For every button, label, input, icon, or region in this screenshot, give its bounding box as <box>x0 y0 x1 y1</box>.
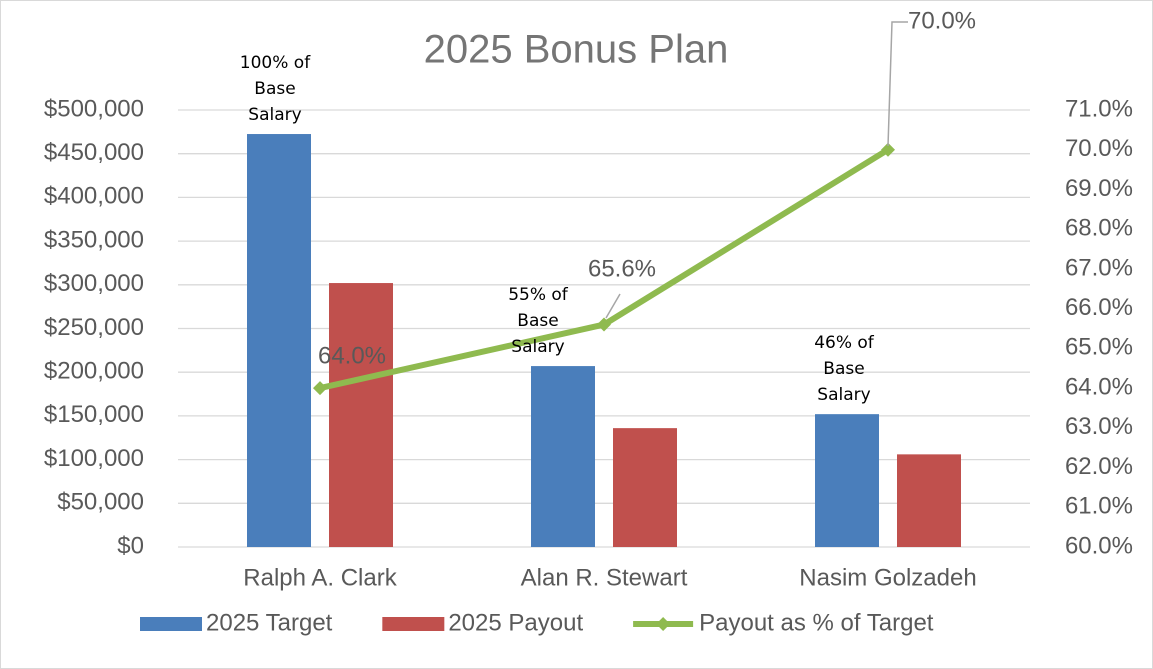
leader-line <box>887 21 908 147</box>
chart-title: 2025 Bonus Plan <box>424 28 729 72</box>
leader-line <box>605 293 621 319</box>
y-tick-label: $250,000 <box>44 314 144 341</box>
y2-tick-label: 65.0% <box>1065 334 1133 361</box>
bar <box>329 283 393 547</box>
y-tick-label: $0 <box>117 532 144 559</box>
y-tick-label: $50,000 <box>57 489 144 516</box>
legend-label: 2025 Target <box>206 609 333 636</box>
y-tick-label: $200,000 <box>44 358 144 385</box>
bar <box>247 134 311 547</box>
y2-tick-label: 70.0% <box>1065 135 1133 162</box>
y-tick-label: $100,000 <box>44 445 144 472</box>
bar <box>531 366 595 547</box>
y2-tick-label: 68.0% <box>1065 215 1133 242</box>
x-tick-label: Nasim Golzadeh <box>799 564 976 591</box>
y2-tick-label: 61.0% <box>1065 493 1133 520</box>
bar <box>897 454 961 547</box>
y2-tick-label: 69.0% <box>1065 175 1133 202</box>
data-label: 70.0% <box>908 7 976 34</box>
annotation: 46% of Base Salary <box>814 333 874 406</box>
y-tick-label: $450,000 <box>44 139 144 166</box>
legend-label: Payout as % of Target <box>699 609 934 636</box>
y2-tick-label: 71.0% <box>1065 95 1133 122</box>
bar <box>613 428 677 547</box>
y2-tick-label: 60.0% <box>1065 532 1133 559</box>
legend-swatch <box>382 617 445 631</box>
y-tick-label: $150,000 <box>44 401 144 428</box>
x-tick-label: Ralph A. Clark <box>243 564 397 591</box>
line-marker <box>881 142 895 157</box>
legend-label: 2025 Payout <box>448 609 583 636</box>
y-tick-label: $350,000 <box>44 226 144 253</box>
y-tick-label: $300,000 <box>44 270 144 297</box>
y-tick-label: $400,000 <box>44 183 144 210</box>
x-tick-label: Alan R. Stewart <box>521 564 688 591</box>
data-label: 65.6% <box>588 255 656 282</box>
legend-swatch <box>656 617 671 631</box>
annotation: 55% of Base Salary <box>508 285 568 358</box>
line-marker <box>597 317 611 332</box>
line-marker <box>313 381 327 396</box>
data-label: 64.0% <box>318 342 386 369</box>
legend-swatch <box>140 617 202 631</box>
y2-tick-label: 66.0% <box>1065 294 1133 321</box>
y2-tick-label: 67.0% <box>1065 254 1133 281</box>
y2-tick-label: 63.0% <box>1065 413 1133 440</box>
annotation: 100% of Base Salary <box>239 53 311 126</box>
y-tick-label: $500,000 <box>44 95 144 122</box>
y2-tick-label: 64.0% <box>1065 373 1133 400</box>
bar <box>815 414 879 547</box>
y2-tick-label: 62.0% <box>1065 453 1133 480</box>
